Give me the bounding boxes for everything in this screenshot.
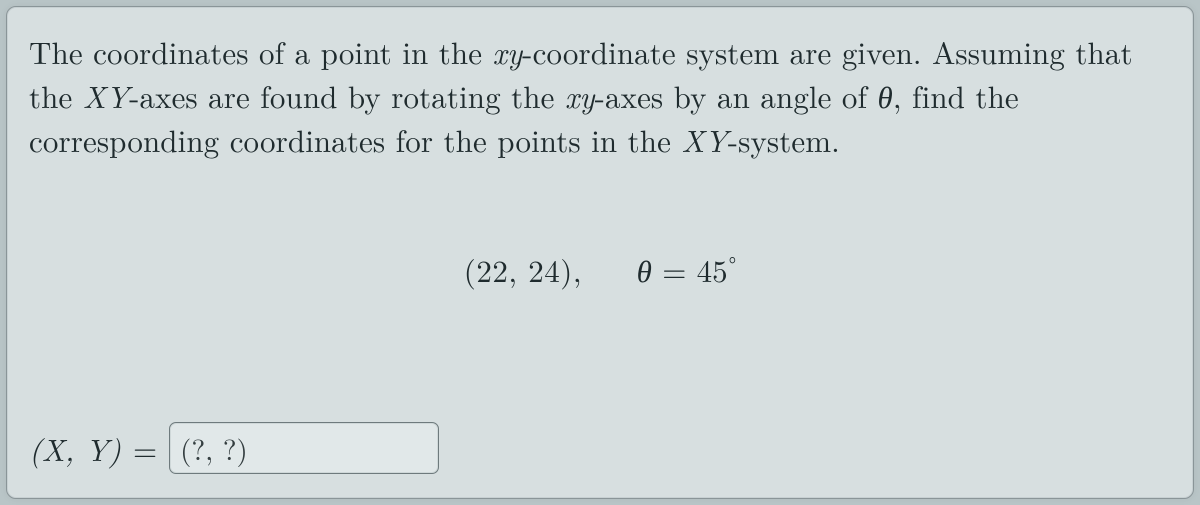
var-theta: θ bbox=[878, 73, 893, 117]
theta-symbol: θ bbox=[637, 247, 652, 291]
prompt-seg1: The coordinates of a point in the bbox=[29, 29, 493, 73]
given-point: (22, 24), bbox=[464, 247, 582, 291]
var-xy-2: xy bbox=[565, 73, 595, 117]
var-xy-1: xy bbox=[493, 29, 523, 73]
equals-sign: = bbox=[652, 247, 697, 291]
var-XY-2: XY bbox=[681, 117, 727, 161]
answer-row: (X, Y) = (?, ?) bbox=[29, 422, 439, 474]
given-values: (22, 24), θ = 45° bbox=[7, 247, 1193, 291]
var-XY-1: XY bbox=[83, 73, 129, 117]
prompt-seg3: -axes are found by rotating the bbox=[129, 73, 565, 117]
prompt-text: The coordinates of a point in the xy-coo… bbox=[29, 29, 1167, 161]
angle-value: 45 bbox=[697, 247, 728, 291]
answer-equals: = bbox=[129, 426, 161, 470]
question-panel: The coordinates of a point in the xy-coo… bbox=[6, 6, 1194, 499]
prompt-seg6: -system. bbox=[728, 117, 840, 161]
degree-symbol: ° bbox=[729, 248, 737, 277]
prompt-seg4: -axes by an angle of bbox=[595, 73, 878, 117]
answer-lhs: (X, Y) bbox=[29, 426, 121, 470]
answer-placeholder: (?, ?) bbox=[180, 428, 248, 469]
answer-input[interactable]: (?, ?) bbox=[169, 422, 439, 474]
